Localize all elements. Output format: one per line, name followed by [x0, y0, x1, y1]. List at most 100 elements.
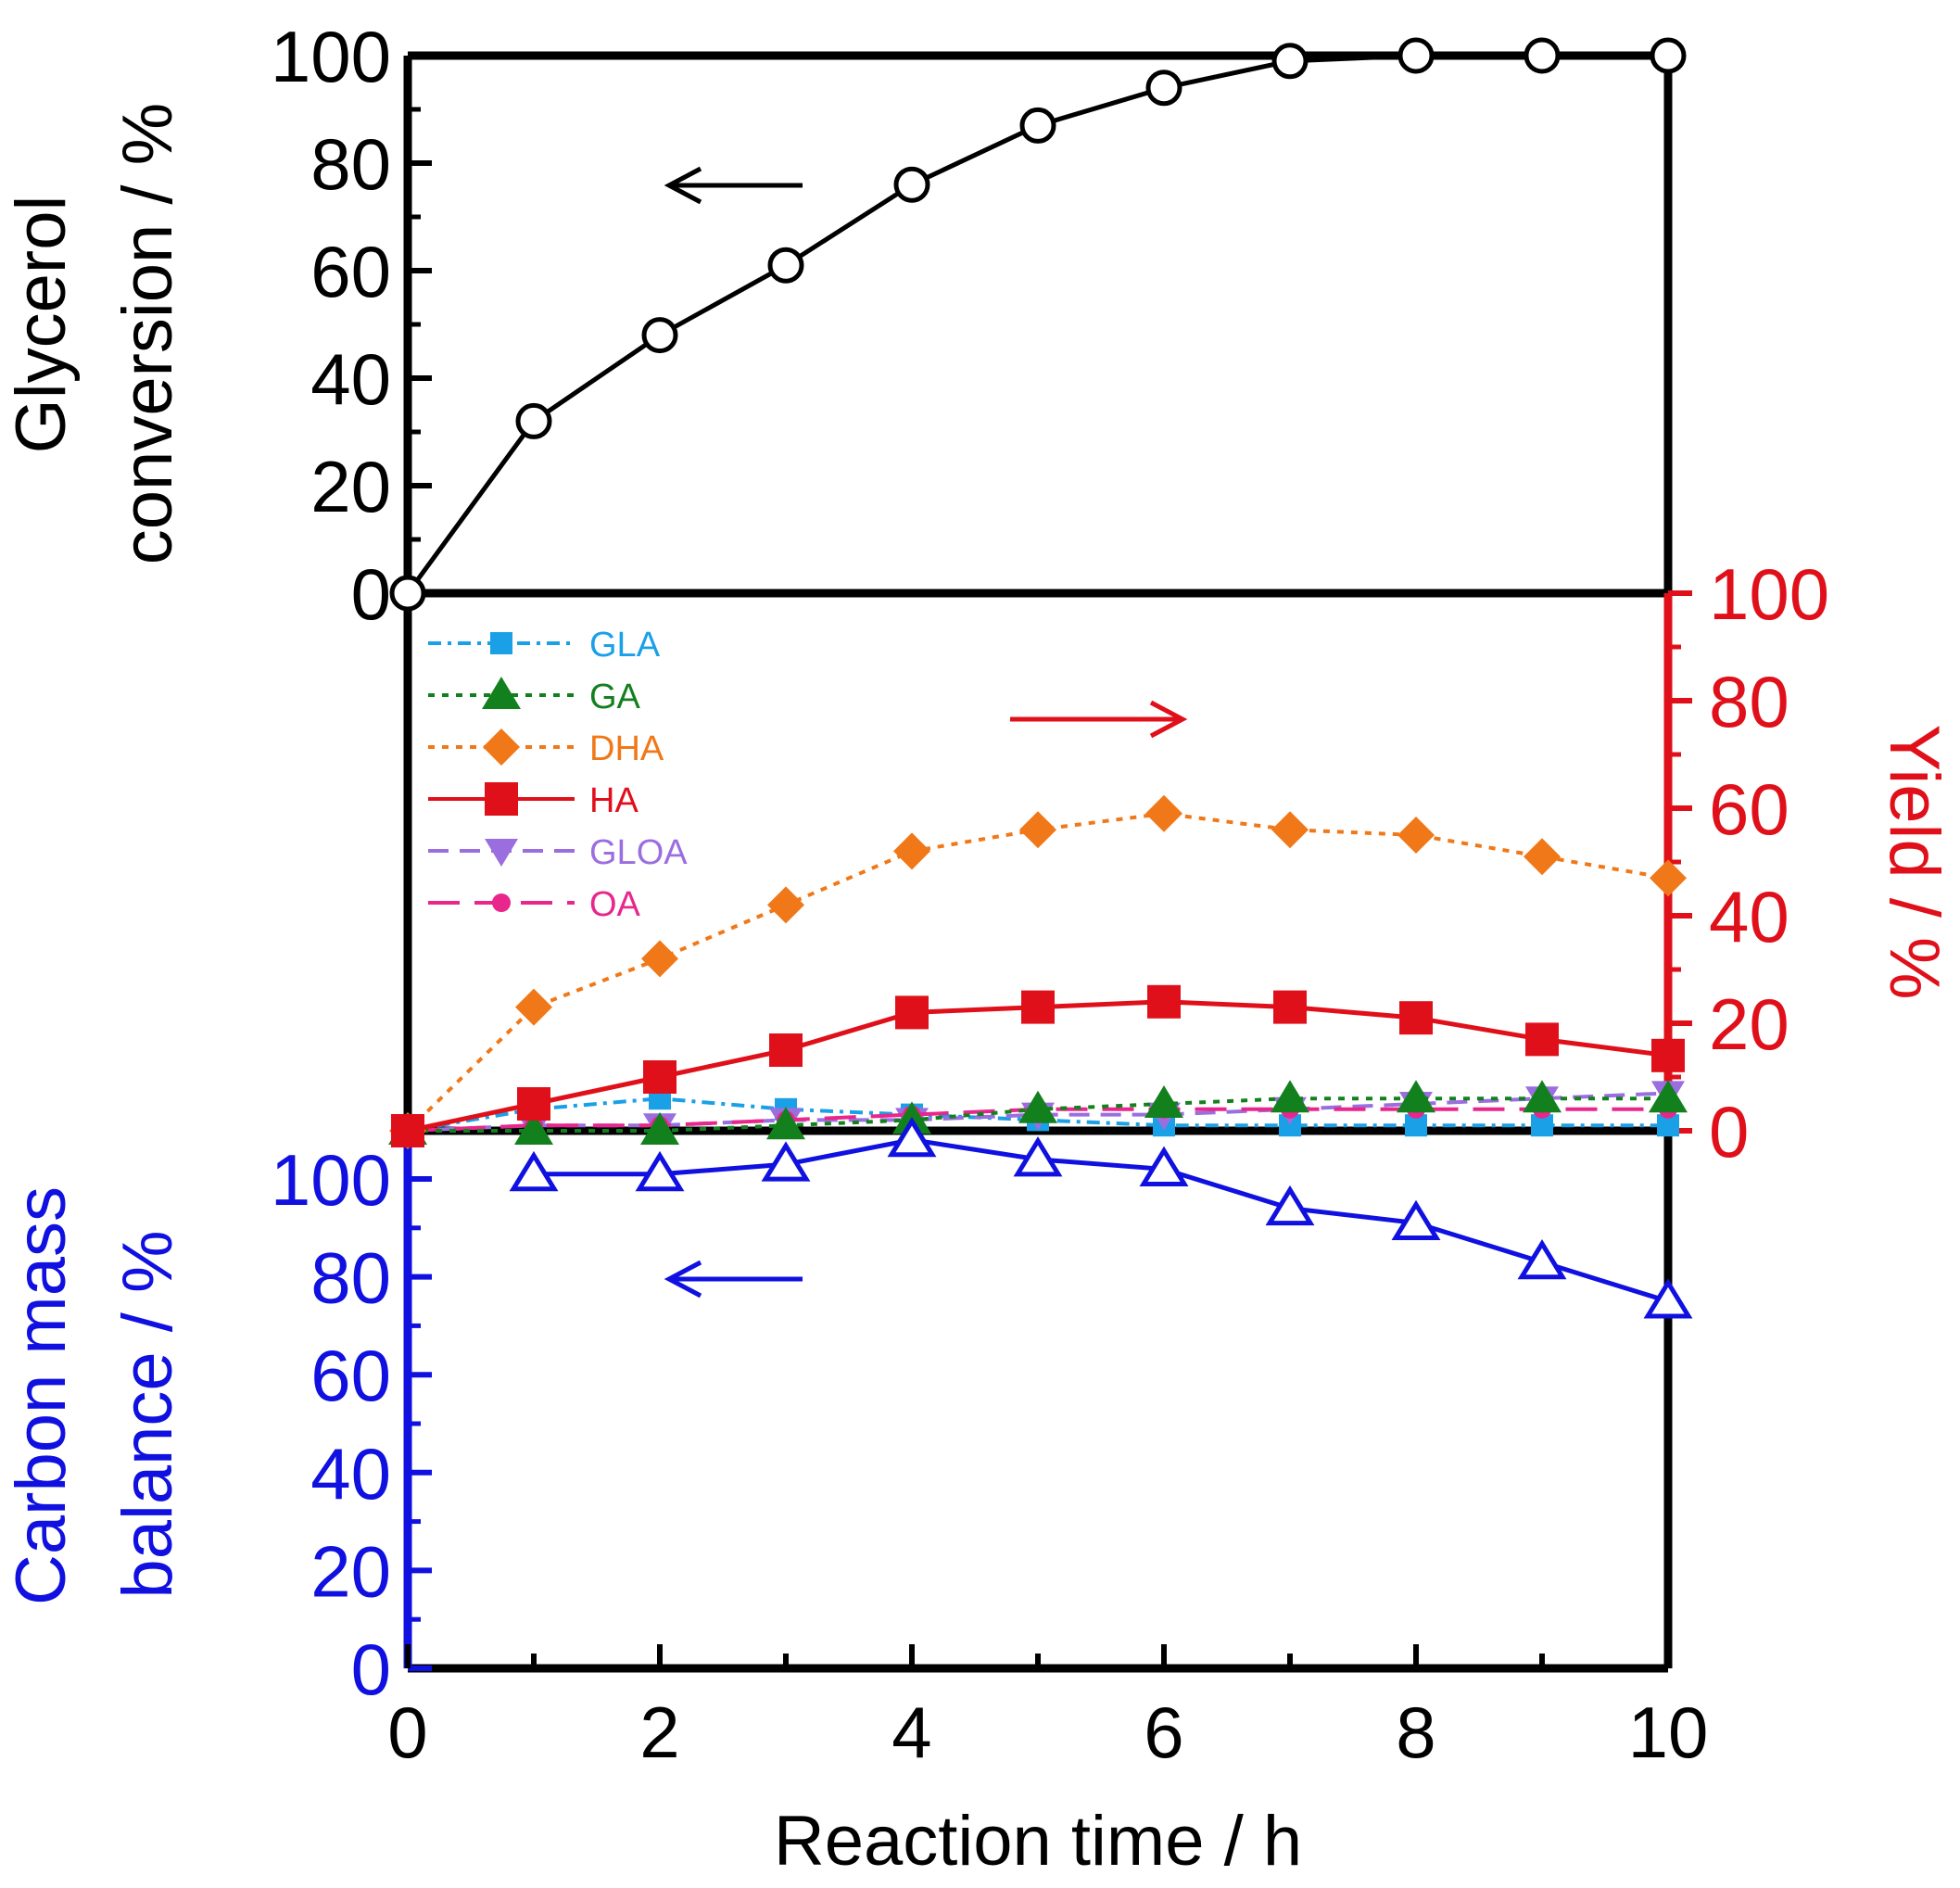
- legend-label-gloa: GLOA: [589, 833, 688, 872]
- conversion-y-tick-label: 100: [271, 16, 391, 97]
- data-point-glycerol-conversion: [1650, 37, 1687, 74]
- balance-y-tick-label: 40: [310, 1433, 391, 1514]
- yield-y-tick-label: 0: [1709, 1091, 1749, 1172]
- x-tick-label: 6: [1144, 1692, 1183, 1773]
- data-point-dha: [1524, 838, 1561, 876]
- data-point-ga: [1271, 1080, 1309, 1113]
- balance-y-tick-label: 60: [310, 1335, 391, 1416]
- legend-item-gloa: GLOA: [428, 833, 688, 872]
- data-point-carbon-mass-balance: [1391, 1199, 1441, 1241]
- yield-y-title: Yield / %: [1875, 724, 1954, 999]
- data-point-carbon-mass-balance: [1643, 1278, 1693, 1319]
- series-glycerol-conversion: [389, 37, 1687, 612]
- legend-item-gla: GLA: [428, 626, 661, 665]
- data-point-glycerol-conversion: [1145, 70, 1182, 107]
- data-point-carbon-mass-balance: [761, 1141, 811, 1182]
- legend-marker-gla: [490, 632, 512, 654]
- data-point-ha: [769, 1033, 803, 1067]
- legend-label-oa: OA: [589, 885, 641, 924]
- data-point-carbon-mass-balance: [1139, 1146, 1189, 1186]
- data-point-glycerol-conversion: [893, 166, 930, 203]
- data-point-ha: [1273, 990, 1307, 1024]
- series-carbon-mass-balance: [509, 1116, 1693, 1319]
- conversion-y-tick-label: 0: [351, 553, 391, 635]
- data-point-ga: [766, 1107, 805, 1140]
- data-point-glycerol-conversion: [767, 247, 804, 284]
- balance-y-tick-label: 80: [310, 1237, 391, 1319]
- data-point-ga: [514, 1112, 553, 1145]
- data-point-carbon-mass-balance: [887, 1116, 937, 1158]
- legend: GLA GA DHA HA GLOA OA: [428, 626, 688, 924]
- data-point-glycerol-conversion: [1397, 37, 1435, 74]
- data-point-carbon-mass-balance: [635, 1150, 685, 1192]
- arrow-yield-head: [1149, 700, 1188, 739]
- data-point-carbon-mass-balance: [1013, 1136, 1063, 1177]
- data-point-glycerol-conversion: [515, 402, 552, 439]
- yield-y-tick-label: 100: [1709, 553, 1829, 635]
- x-tick-label: 10: [1628, 1692, 1709, 1773]
- legend-label-ha: HA: [589, 781, 639, 820]
- data-point-ha: [1147, 984, 1181, 1019]
- arrow-carbon-balance: [664, 1260, 803, 1299]
- yield-y-tick-label: 40: [1709, 876, 1789, 957]
- data-point-dha: [1650, 859, 1687, 897]
- data-point-ha: [1399, 1001, 1433, 1035]
- arrow-carbon-balance-head: [664, 1260, 702, 1299]
- data-point-ha: [517, 1087, 550, 1121]
- conversion-y-tick-label: 20: [310, 446, 391, 527]
- data-point-carbon-mass-balance: [509, 1150, 559, 1192]
- arrow-layer: [664, 166, 1188, 1299]
- data-point-ha: [1651, 1038, 1685, 1072]
- series-ha: [391, 984, 1685, 1147]
- data-point-ha: [391, 1114, 424, 1147]
- balance-y-tick-label: 100: [271, 1139, 391, 1221]
- data-point-ha: [1021, 990, 1055, 1024]
- data-point-glycerol-conversion: [641, 317, 678, 354]
- legend-marker-dha: [483, 729, 520, 766]
- title-layer: Reaction time / h Glycerol conversion / % C…: [2, 103, 1954, 1881]
- legend-marker-oa: [492, 893, 511, 912]
- x-tick-label: 4: [891, 1692, 931, 1773]
- data-point-carbon-mass-balance: [1265, 1185, 1315, 1226]
- legend-marker-ha: [485, 782, 518, 816]
- data-point-ga: [1523, 1080, 1562, 1113]
- series-layer: [388, 37, 1693, 1319]
- conversion-y-title-line2: conversion / %: [108, 103, 187, 564]
- conversion-y-tick-label: 60: [310, 231, 391, 312]
- data-point-glycerol-conversion: [389, 575, 426, 612]
- legend-item-oa: OA: [428, 885, 641, 924]
- legend-marker-ga: [482, 677, 521, 709]
- x-axis-title: Reaction time / h: [774, 1802, 1302, 1881]
- data-point-carbon-mass-balance: [1517, 1238, 1567, 1280]
- legend-item-ha: HA: [428, 781, 639, 820]
- series-ga: [388, 1080, 1688, 1145]
- legend-marker-gloa: [485, 839, 518, 867]
- data-point-ha: [895, 995, 929, 1030]
- x-tick-label: 8: [1396, 1692, 1435, 1773]
- conversion-y-title-line1: Glycerol: [2, 196, 81, 454]
- conversion-y-tick-label: 40: [310, 338, 391, 420]
- yield-y-tick-label: 20: [1709, 983, 1789, 1065]
- legend-label-dha: DHA: [589, 729, 664, 768]
- data-point-glycerol-conversion: [1271, 43, 1309, 80]
- data-point-ha: [1525, 1022, 1559, 1057]
- balance-y-title-line1: Carbon mass: [2, 1186, 81, 1605]
- balance-y-title-line2: balance / %: [108, 1230, 187, 1598]
- x-tick-label: 0: [387, 1692, 427, 1773]
- data-point-glycerol-conversion: [1524, 37, 1561, 74]
- legend-item-ga: GA: [428, 677, 641, 716]
- arrow-conversion-head: [664, 166, 702, 205]
- data-point-dha: [893, 832, 930, 870]
- data-point-dha: [1271, 811, 1309, 849]
- balance-y-tick-label: 20: [310, 1530, 391, 1612]
- conversion-y-tick-label: 80: [310, 123, 391, 205]
- balance-y-tick-label: 0: [351, 1628, 391, 1710]
- yield-y-tick-label: 60: [1709, 768, 1789, 850]
- legend-item-dha: DHA: [428, 729, 664, 768]
- data-point-ga: [1144, 1085, 1183, 1118]
- axes-layer: 0 20 40 60 80 100 0 20 40 60 80 100 0 20 40 60 80 100 0 2 4 6…: [271, 16, 1829, 1773]
- arrow-yield: [1010, 700, 1188, 739]
- data-point-ga: [640, 1112, 679, 1145]
- data-point-glycerol-conversion: [1019, 107, 1056, 144]
